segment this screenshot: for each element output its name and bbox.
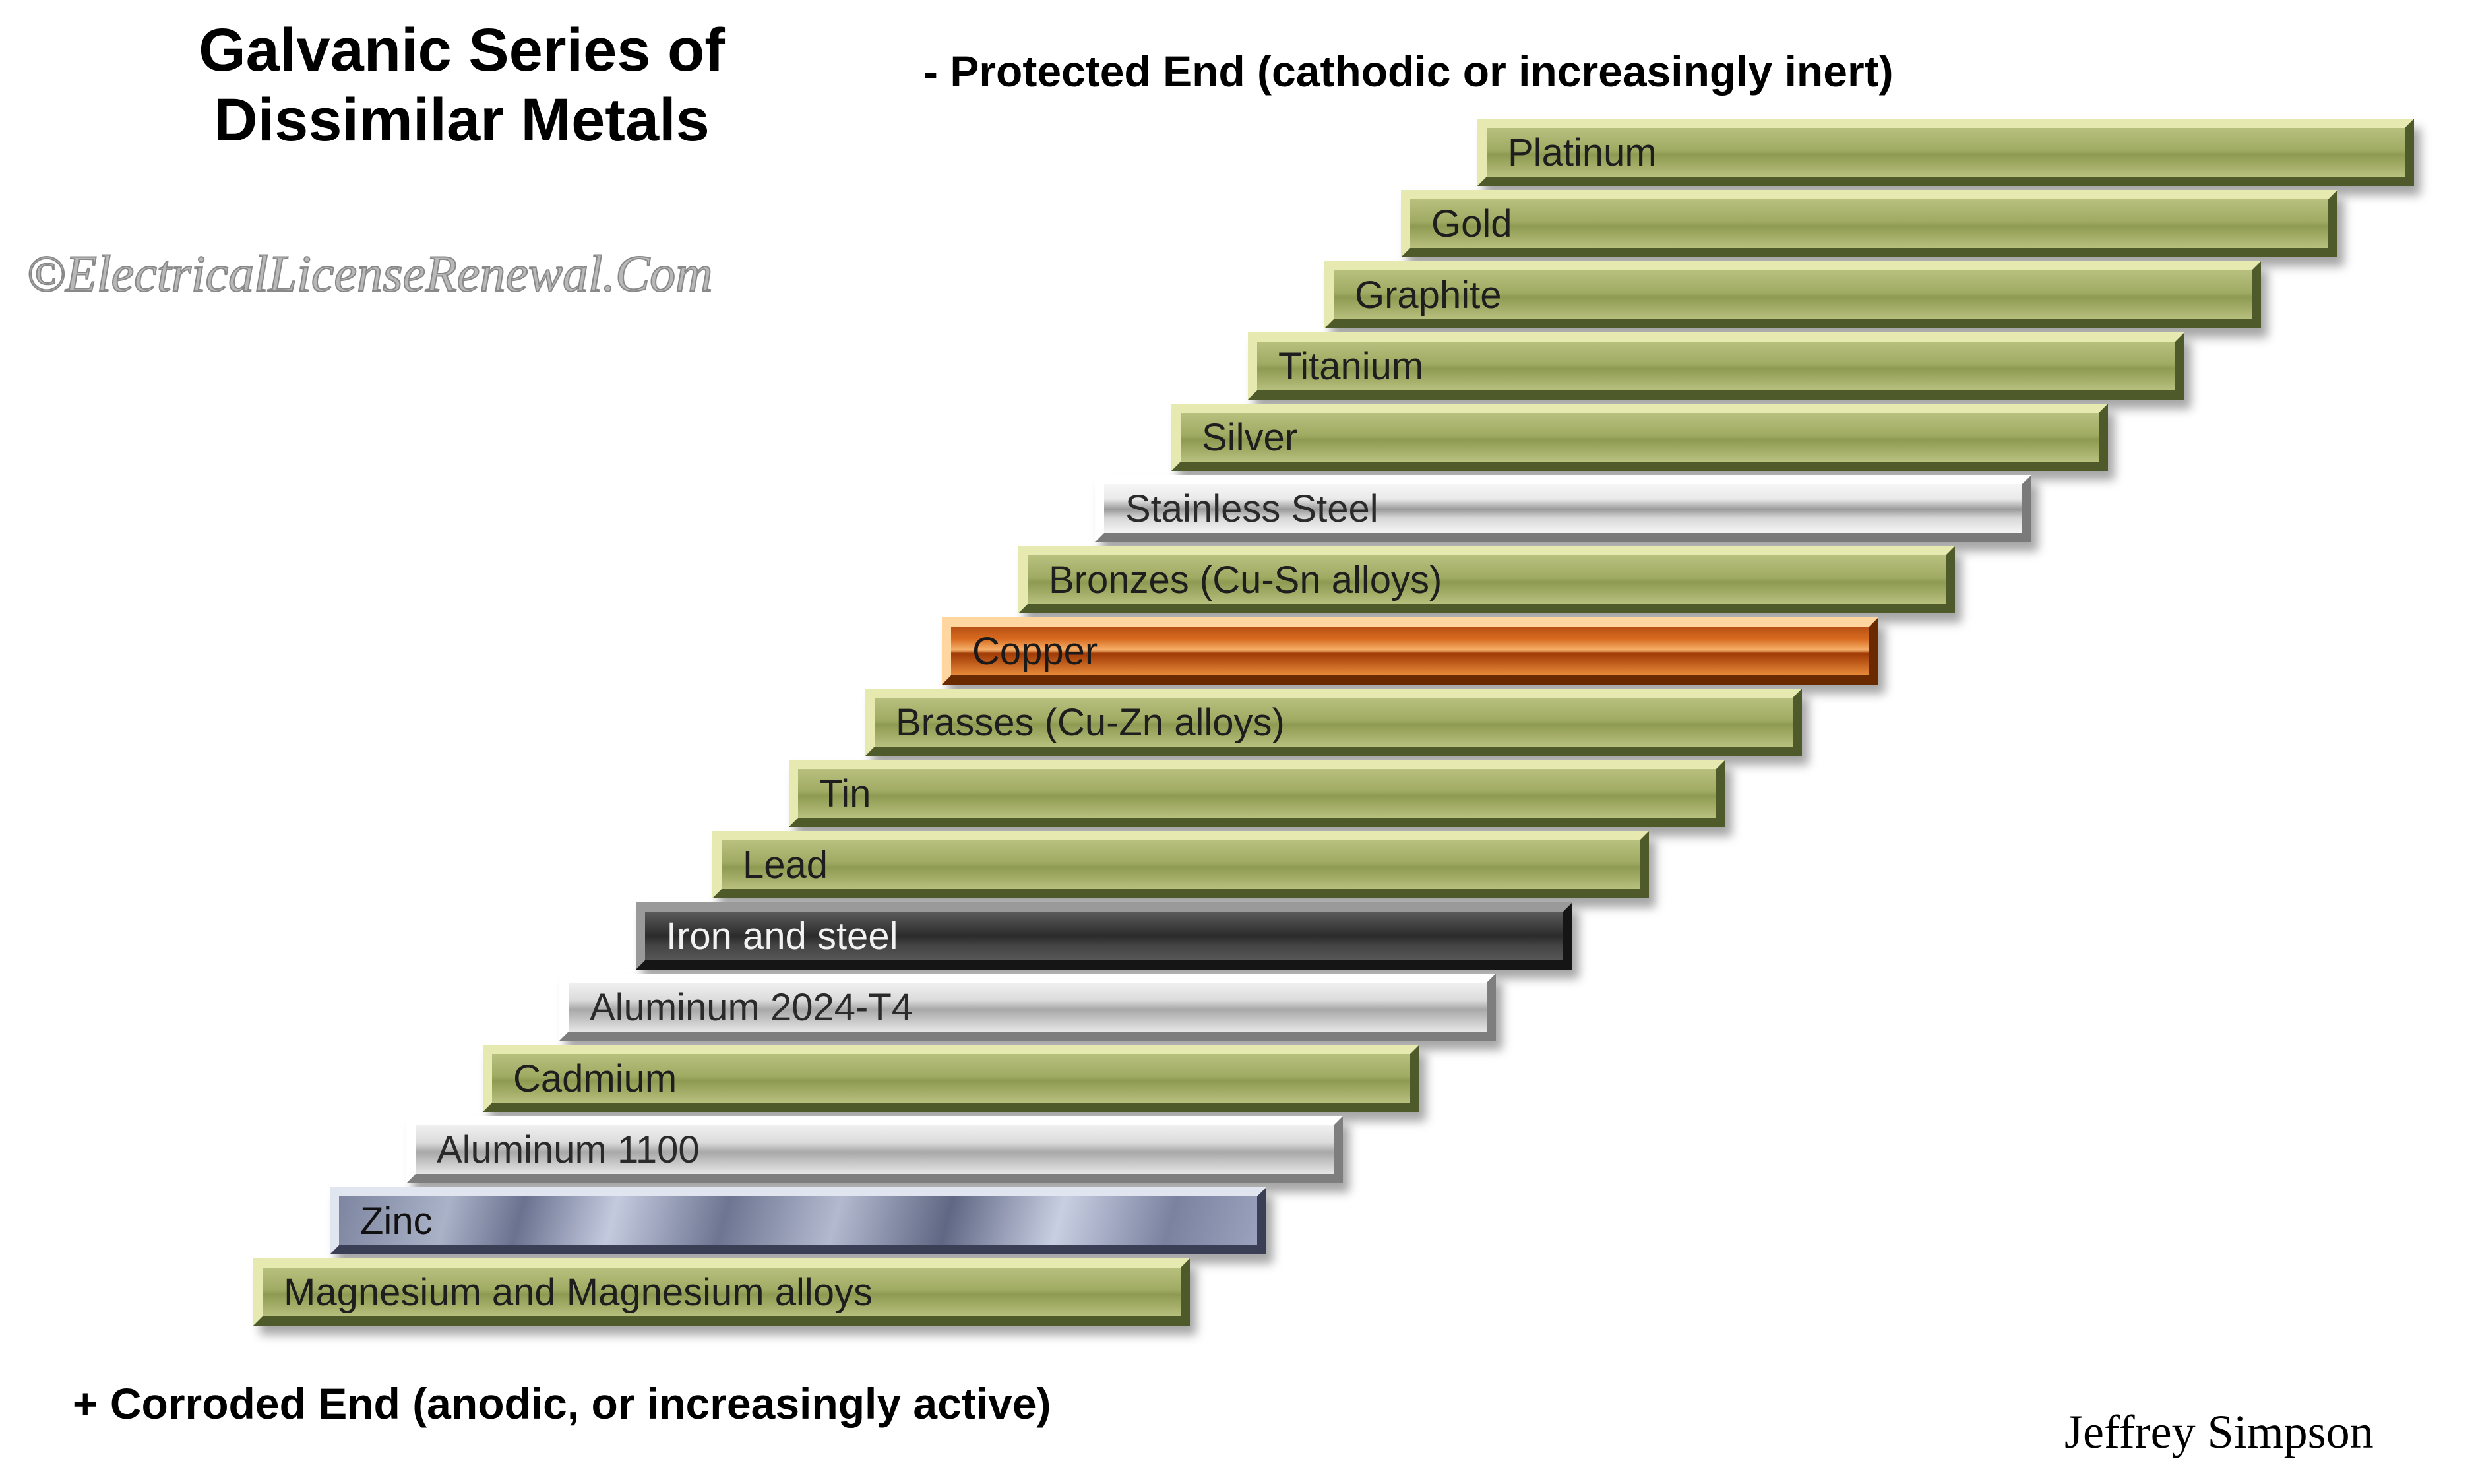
series-bar-label: Brasses (Cu-Zn alloys) bbox=[875, 700, 1285, 745]
series-bar: Graphite bbox=[1324, 261, 2261, 328]
series-bar: Gold bbox=[1401, 190, 2337, 257]
series-bar: Cadmium bbox=[483, 1045, 1419, 1112]
series-bar-label: Stainless Steel bbox=[1104, 487, 1378, 531]
series-bar: Magnesium and Magnesium alloys bbox=[253, 1258, 1190, 1326]
series-bar-label: Tin bbox=[798, 772, 871, 816]
series-bar-label: Aluminum 2024-T4 bbox=[569, 985, 913, 1030]
series-bar-label: Aluminum 1100 bbox=[416, 1128, 700, 1172]
author-signature: Jeffrey Simpson bbox=[2064, 1405, 2374, 1460]
series-bar: Aluminum 1100 bbox=[406, 1116, 1343, 1183]
series-bar: Zinc bbox=[330, 1187, 1266, 1254]
series-bar: Platinum bbox=[1477, 119, 2414, 186]
series-bar-label: Lead bbox=[722, 843, 828, 887]
series-bar-label: Cadmium bbox=[492, 1057, 677, 1101]
series-bar: Titanium bbox=[1248, 332, 2184, 400]
series-bar-label: Magnesium and Magnesium alloys bbox=[263, 1270, 873, 1314]
series-bar: Bronzes (Cu-Sn alloys) bbox=[1018, 546, 1955, 613]
corroded-end-label: + Corroded End (anodic, or increasingly … bbox=[73, 1378, 1051, 1429]
series-bar: Iron and steel bbox=[636, 902, 1572, 970]
series-bar-label: Titanium bbox=[1257, 344, 1423, 388]
series-bar-label: Platinum bbox=[1487, 131, 1657, 175]
chart-title: Galvanic Series ofDissimilar Metals bbox=[132, 16, 791, 156]
series-bar-label: Copper bbox=[951, 629, 1098, 673]
series-bar-label: Iron and steel bbox=[645, 914, 898, 958]
series-bar: Stainless Steel bbox=[1095, 475, 2031, 542]
series-bar: Lead bbox=[712, 831, 1649, 898]
series-bar: Brasses (Cu-Zn alloys) bbox=[865, 689, 1802, 756]
series-bar: Aluminum 2024-T4 bbox=[559, 974, 1496, 1041]
series-bar-label: Gold bbox=[1410, 202, 1512, 246]
series-bar-label: Graphite bbox=[1334, 273, 1501, 317]
watermark-text: ©ElectricalLicenseRenewal.Com bbox=[26, 244, 713, 303]
series-bar: Tin bbox=[789, 760, 1725, 827]
series-bar-label: Zinc bbox=[339, 1199, 433, 1243]
series-bar-label: Bronzes (Cu-Sn alloys) bbox=[1028, 558, 1442, 602]
series-bar: Silver bbox=[1171, 404, 2108, 471]
protected-end-label: - Protected End (cathodic or increasingl… bbox=[923, 46, 1894, 96]
series-bar-label: Silver bbox=[1181, 416, 1297, 460]
series-bar: Copper bbox=[942, 617, 1878, 685]
